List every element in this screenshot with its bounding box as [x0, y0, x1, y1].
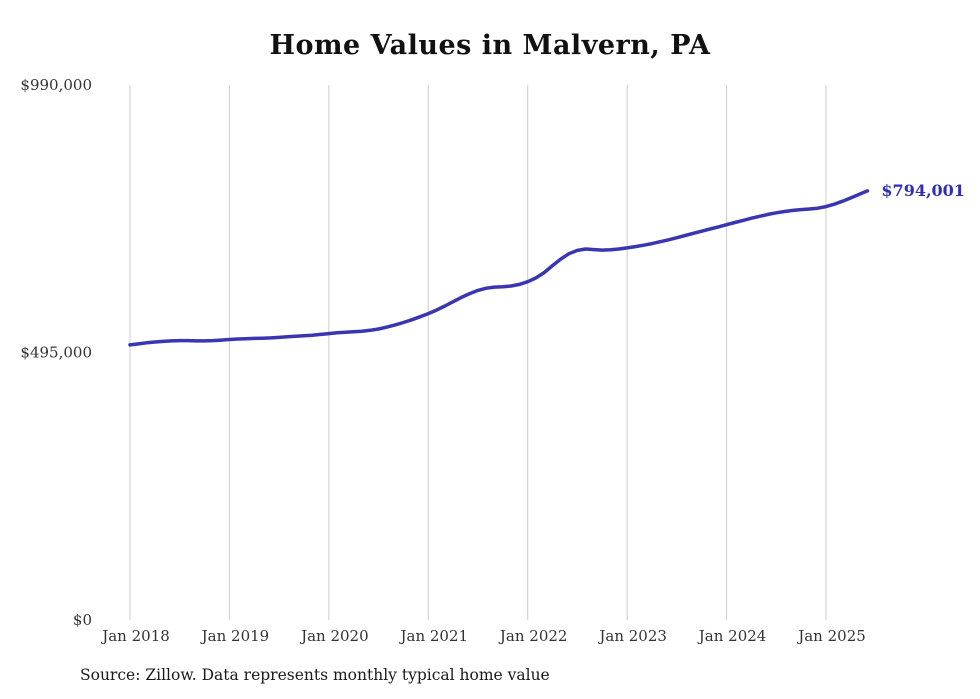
y-axis-tick-label: $495,000 — [20, 344, 92, 362]
y-axis-tick-label: $990,000 — [20, 76, 92, 94]
x-axis-tick-label: Jan 2019 — [200, 627, 270, 645]
x-axis-tick-label: Jan 2022 — [498, 627, 568, 645]
source-note: Source: Zillow. Data represents monthly … — [80, 666, 550, 684]
latest-value-label: $794,001 — [881, 181, 965, 200]
x-axis-tick-label: Jan 2025 — [796, 627, 866, 645]
chart-title: Home Values in Malvern, PA — [269, 30, 711, 61]
x-axis-tick-label: Jan 2021 — [399, 627, 469, 645]
x-axis-tick-label: Jan 2018 — [100, 627, 170, 645]
x-axis-tick-label: Jan 2024 — [697, 627, 767, 645]
x-axis-tick-label: Jan 2023 — [597, 627, 667, 645]
home-value-line — [128, 189, 870, 347]
x-axis-tick-label: Jan 2020 — [299, 627, 369, 645]
y-axis-tick-label: $0 — [73, 611, 92, 629]
